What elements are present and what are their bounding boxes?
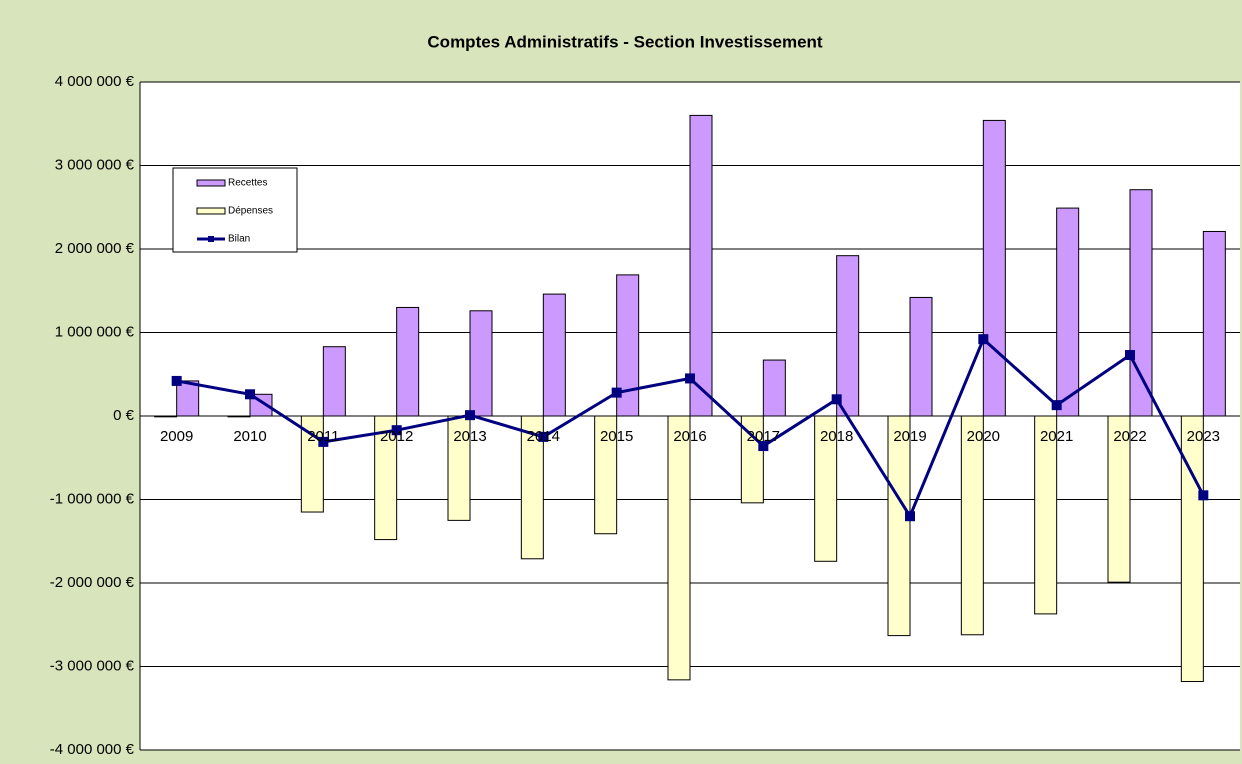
bar: [814, 415, 838, 562]
x-tick-label: 2016: [673, 428, 706, 445]
x-tick-label: 2022: [1113, 428, 1146, 445]
bar: [1129, 189, 1153, 417]
bar: [667, 415, 691, 681]
marker: [978, 334, 989, 345]
bar: [469, 310, 493, 417]
x-tick-label: 2010: [233, 428, 266, 445]
bar: [176, 380, 200, 417]
y-tick-label: 3 000 000 €: [55, 156, 135, 173]
legend: [172, 167, 298, 253]
marker: [611, 387, 622, 398]
bar: [1180, 415, 1204, 683]
marker: [1125, 350, 1135, 361]
x-tick-label: 2009: [160, 428, 193, 445]
marker: [831, 394, 842, 405]
y-tick-label: -4 000 000 €: [50, 741, 135, 758]
bar: [227, 415, 251, 418]
marker: [905, 511, 915, 522]
chart-title: Comptes Administratifs - Section Investi…: [427, 32, 823, 51]
bar: [689, 114, 713, 417]
y-tick-label: 0 €: [113, 407, 135, 424]
x-tick-label: 2011: [307, 428, 339, 445]
x-tick-label: 2015: [600, 428, 633, 445]
bar: [374, 415, 398, 541]
x-tick-label: 2014: [527, 428, 560, 445]
bar: [542, 293, 566, 417]
marker: [758, 441, 769, 452]
y-tick-label: -3 000 000 €: [50, 657, 135, 674]
bar: [836, 255, 860, 417]
x-tick-label: 2018: [820, 428, 853, 445]
y-tick-label: -1 000 000 €: [50, 490, 135, 507]
bar: [154, 415, 178, 418]
y-tick-label: -2 000 000 €: [50, 574, 135, 591]
bar: [396, 306, 420, 417]
x-tick-label: 2021: [1040, 428, 1073, 445]
y-tick-label: 2 000 000 €: [55, 240, 135, 257]
bar: [1034, 415, 1058, 615]
y-tick-label: 4 000 000 €: [55, 73, 135, 90]
bar: [249, 393, 273, 417]
marker: [1198, 490, 1209, 501]
bar: [960, 415, 984, 636]
bar: [740, 415, 764, 504]
x-tick-label: 2023: [1187, 428, 1220, 445]
bar: [520, 415, 544, 560]
marker: [1051, 400, 1062, 411]
bar: [1202, 230, 1226, 417]
legend-label: Recettes: [228, 178, 267, 189]
legend-swatch: [196, 179, 226, 187]
marker: [391, 425, 402, 436]
y-tick-label: 1 000 000 €: [55, 323, 135, 340]
bar: [982, 119, 1006, 417]
x-tick-label: 2020: [967, 428, 1000, 445]
x-tick-label: 2012: [380, 428, 413, 445]
legend-label: Bilan: [228, 234, 250, 245]
marker: [171, 375, 182, 386]
bar: [887, 415, 911, 637]
legend-label: Dépenses: [228, 206, 273, 217]
legend-swatch: [196, 207, 226, 215]
legend-swatch: [208, 236, 214, 242]
marker: [538, 431, 549, 442]
bar: [594, 415, 618, 535]
bar: [1056, 207, 1080, 417]
bar: [909, 296, 933, 417]
marker: [465, 410, 475, 421]
bar: [762, 359, 786, 417]
x-tick-label: 2017: [747, 428, 780, 445]
bar: [616, 274, 640, 417]
x-tick-label: 2019: [893, 428, 926, 445]
marker: [318, 436, 329, 447]
marker: [685, 373, 695, 384]
marker: [245, 389, 255, 400]
bar: [1107, 415, 1131, 583]
bar: [322, 346, 346, 417]
x-tick-label: 2013: [453, 428, 486, 445]
